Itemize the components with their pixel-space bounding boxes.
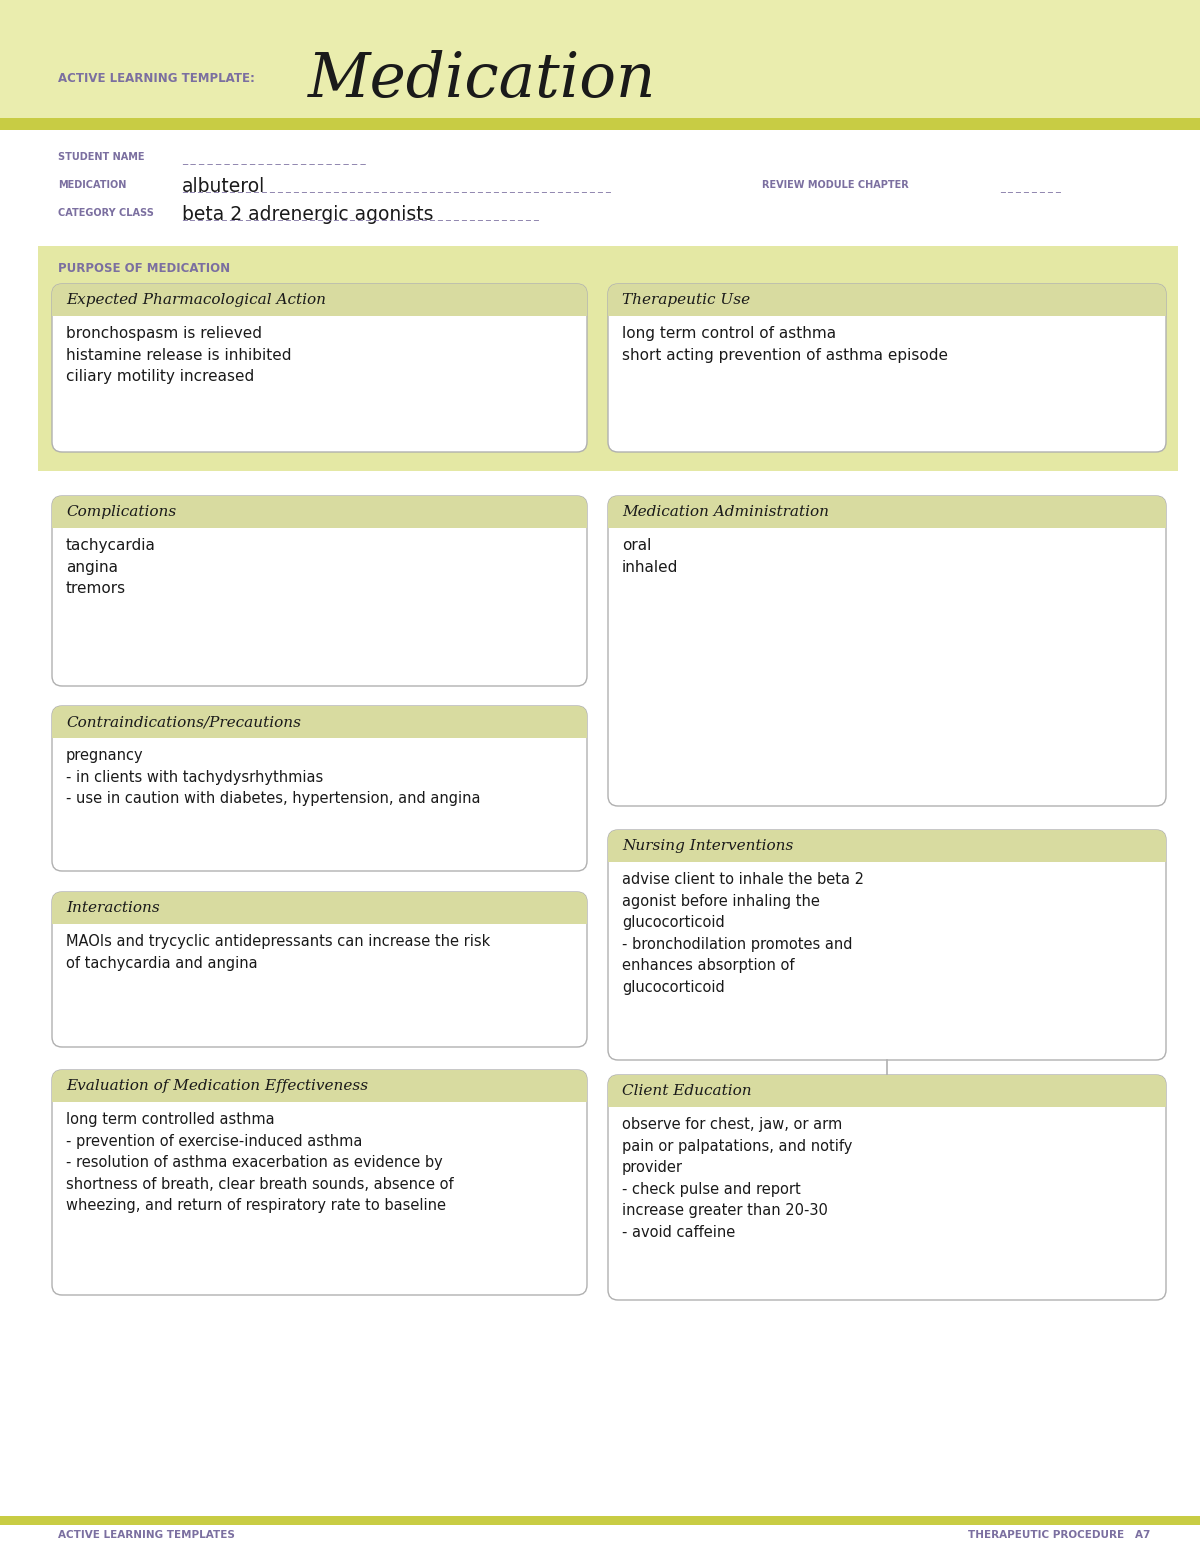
FancyBboxPatch shape bbox=[52, 1070, 587, 1295]
Bar bbox=[608, 306, 1166, 315]
Text: long term controlled asthma
- prevention of exercise-induced asthma
- resolution: long term controlled asthma - prevention… bbox=[66, 1112, 454, 1213]
FancyBboxPatch shape bbox=[52, 284, 587, 452]
Bar bbox=[0, 1516, 1200, 1525]
Text: REVIEW MODULE CHAPTER: REVIEW MODULE CHAPTER bbox=[762, 180, 908, 189]
Text: Expected Pharmacological Action: Expected Pharmacological Action bbox=[66, 294, 326, 307]
Text: bronchospasm is relieved
histamine release is inhibited
ciliary motility increas: bronchospasm is relieved histamine relea… bbox=[66, 326, 292, 384]
Text: PURPOSE OF MEDICATION: PURPOSE OF MEDICATION bbox=[58, 262, 230, 275]
Text: tachycardia
angina
tremors: tachycardia angina tremors bbox=[66, 537, 156, 596]
Bar bbox=[608, 519, 1166, 528]
Text: ACTIVE LEARNING TEMPLATES: ACTIVE LEARNING TEMPLATES bbox=[58, 1530, 235, 1541]
Text: _ _ _ _ _ _ _ _ _ _ _ _ _ _ _ _ _ _ _ _ _ _ _ _ _ _ _ _ _ _ _ _ _ _ _ _ _ _ _ _ : _ _ _ _ _ _ _ _ _ _ _ _ _ _ _ _ _ _ _ _ … bbox=[182, 210, 542, 221]
Text: CATEGORY CLASS: CATEGORY CLASS bbox=[58, 208, 154, 217]
Bar bbox=[52, 1092, 587, 1103]
Bar bbox=[52, 519, 587, 528]
FancyBboxPatch shape bbox=[608, 495, 1166, 806]
Text: Complications: Complications bbox=[66, 505, 176, 519]
Text: Client Education: Client Education bbox=[622, 1084, 751, 1098]
Text: beta 2 adrenergic agonists: beta 2 adrenergic agonists bbox=[182, 205, 433, 224]
Bar bbox=[52, 915, 587, 924]
Text: oral
inhaled: oral inhaled bbox=[622, 537, 678, 575]
FancyBboxPatch shape bbox=[52, 284, 587, 315]
Text: Therapeutic Use: Therapeutic Use bbox=[622, 294, 750, 307]
Bar bbox=[52, 306, 587, 315]
Bar bbox=[0, 0, 1200, 118]
Text: advise client to inhale the beta 2
agonist before inhaling the
glucocorticoid
- : advise client to inhale the beta 2 agoni… bbox=[622, 871, 864, 995]
Bar bbox=[608, 1096, 1166, 1107]
Text: MAOIs and trycyclic antidepressants can increase the risk
of tachycardia and ang: MAOIs and trycyclic antidepressants can … bbox=[66, 933, 491, 971]
Text: Contraindications/Precautions: Contraindications/Precautions bbox=[66, 714, 301, 728]
FancyBboxPatch shape bbox=[608, 284, 1166, 452]
Text: Interactions: Interactions bbox=[66, 901, 160, 915]
Text: _ _ _ _ _ _ _ _ _ _ _ _ _ _ _ _ _ _ _ _ _ _: _ _ _ _ _ _ _ _ _ _ _ _ _ _ _ _ _ _ _ _ … bbox=[182, 154, 370, 165]
FancyBboxPatch shape bbox=[608, 829, 1166, 1061]
Text: MEDICATION: MEDICATION bbox=[58, 180, 126, 189]
FancyBboxPatch shape bbox=[608, 1075, 1166, 1107]
FancyBboxPatch shape bbox=[52, 495, 587, 686]
FancyBboxPatch shape bbox=[608, 284, 1166, 315]
FancyBboxPatch shape bbox=[608, 829, 1166, 862]
Text: Medication: Medication bbox=[308, 50, 656, 110]
Text: observe for chest, jaw, or arm
pain or palpatations, and notify
provider
- check: observe for chest, jaw, or arm pain or p… bbox=[622, 1117, 852, 1239]
Text: _ _ _ _ _ _ _ _: _ _ _ _ _ _ _ _ bbox=[1000, 182, 1064, 193]
Bar bbox=[52, 728, 587, 738]
Bar bbox=[608, 853, 1166, 862]
FancyBboxPatch shape bbox=[52, 495, 587, 528]
FancyBboxPatch shape bbox=[608, 1075, 1166, 1300]
FancyBboxPatch shape bbox=[52, 707, 587, 738]
Bar bbox=[38, 245, 1178, 471]
FancyBboxPatch shape bbox=[52, 707, 587, 871]
FancyBboxPatch shape bbox=[52, 891, 587, 924]
Text: ACTIVE LEARNING TEMPLATE:: ACTIVE LEARNING TEMPLATE: bbox=[58, 71, 254, 84]
Text: long term control of asthma
short acting prevention of asthma episode: long term control of asthma short acting… bbox=[622, 326, 948, 362]
FancyBboxPatch shape bbox=[608, 495, 1166, 528]
Text: Medication Administration: Medication Administration bbox=[622, 505, 829, 519]
Text: _ _ _ _ _ _ _ _ _ _ _ _ _ _ _ _ _ _ _ _ _ _ _ _ _ _ _ _ _ _ _ _ _ _ _ _ _ _ _ _ : _ _ _ _ _ _ _ _ _ _ _ _ _ _ _ _ _ _ _ _ … bbox=[182, 182, 614, 193]
FancyBboxPatch shape bbox=[52, 891, 587, 1047]
Text: THERAPEUTIC PROCEDURE   A7: THERAPEUTIC PROCEDURE A7 bbox=[967, 1530, 1150, 1541]
Text: albuterol: albuterol bbox=[182, 177, 265, 196]
FancyBboxPatch shape bbox=[52, 1070, 587, 1103]
Text: STUDENT NAME: STUDENT NAME bbox=[58, 152, 144, 162]
Bar bbox=[0, 118, 1200, 130]
Text: pregnancy
- in clients with tachydysrhythmias
- use in caution with diabetes, hy: pregnancy - in clients with tachydysrhyt… bbox=[66, 749, 480, 806]
Text: Evaluation of Medication Effectiveness: Evaluation of Medication Effectiveness bbox=[66, 1079, 368, 1093]
Text: Nursing Interventions: Nursing Interventions bbox=[622, 839, 793, 853]
